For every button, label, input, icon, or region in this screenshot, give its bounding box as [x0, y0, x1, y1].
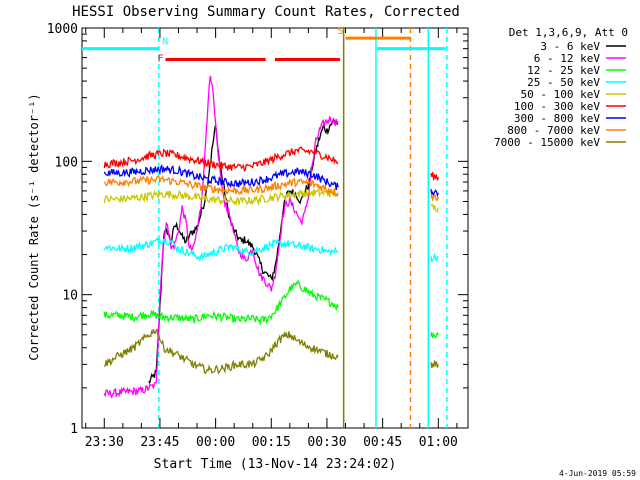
- legend-label: 25 - 50 keV: [527, 76, 600, 89]
- legend-label: 7000 - 15000 keV: [494, 136, 600, 149]
- series-line-2: [103, 279, 339, 326]
- series-line-8: [430, 360, 439, 369]
- legend-label: 300 - 800 keV: [514, 112, 600, 125]
- chart-title: HESSI Observing Summary Count Rates, Cor…: [72, 4, 460, 20]
- series-line-0: [148, 119, 339, 385]
- series-line-4: [430, 203, 439, 212]
- x-tick-label: 00:15: [252, 435, 291, 450]
- series-line-3: [103, 236, 339, 262]
- legend-label: 800 - 7000 keV: [507, 124, 600, 137]
- series-line-8: [103, 328, 339, 375]
- legend-title: Det 1,3,6,9, Att 0: [509, 26, 628, 39]
- y-axis-label: Corrected Count Rate (s⁻¹ detector⁻¹): [27, 93, 41, 360]
- legend-label: 12 - 25 keV: [527, 64, 600, 77]
- x-tick-label: 23:45: [140, 435, 179, 450]
- annotation-bar-label: F: [158, 54, 164, 65]
- annotation-bar-label: S: [338, 26, 344, 37]
- x-tick-label: 01:00: [419, 435, 458, 450]
- x-tick-label: 00:45: [363, 435, 402, 450]
- series-line-6: [103, 163, 339, 190]
- series-line-2: [430, 331, 439, 339]
- series-line-5: [430, 172, 439, 181]
- plot-area: 1 10 100 1000 23:30 23:45 00:00 00:15 00:30 00:45…: [47, 22, 469, 450]
- series-line-5: [103, 146, 339, 173]
- y-tick-label: 1: [70, 422, 78, 437]
- series-line-7: [430, 192, 439, 203]
- x-axis-label: Start Time (13-Nov-14 23:24:02): [154, 457, 397, 472]
- legend-label: 6 - 12 keV: [534, 52, 601, 65]
- y-tick-label: 10: [62, 289, 78, 304]
- series-line-7: [103, 174, 339, 197]
- date-stamp: 4-Jun-2019 05:59: [559, 469, 636, 478]
- x-tick-label: 00:30: [307, 435, 346, 450]
- legend-label: 100 - 300 keV: [514, 100, 600, 113]
- y-tick-label: 1000: [47, 22, 78, 37]
- y-tick-label: 100: [55, 155, 78, 170]
- legend-label: 3 - 6 keV: [540, 40, 600, 53]
- plot-frame: [81, 27, 469, 429]
- series-line-1: [103, 75, 339, 399]
- series-line-4: [103, 187, 339, 207]
- series-line-3: [430, 252, 439, 263]
- legend-label: 50 - 100 keV: [521, 88, 601, 101]
- x-tick-label: 23:30: [85, 435, 124, 450]
- x-tick-label: 00:00: [196, 435, 235, 450]
- annotation-bar-label: N: [162, 37, 168, 48]
